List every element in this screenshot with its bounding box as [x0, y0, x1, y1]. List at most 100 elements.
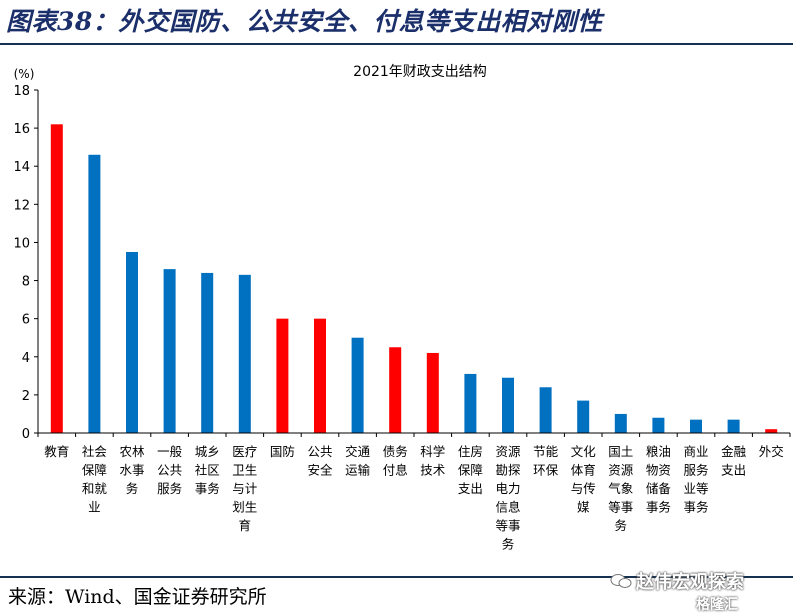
bar: [426, 352, 439, 433]
x-tick-label-line: 物资: [646, 463, 671, 478]
x-tick-label-line: 教育: [44, 444, 69, 459]
x-tick-label-line: 农林: [119, 444, 145, 459]
y-tick-label: 18: [13, 84, 30, 99]
x-tick-label-line: 体育: [571, 463, 596, 478]
watermark-sub: 格隆汇: [696, 597, 738, 613]
x-tick-label-line: 金融: [721, 444, 747, 459]
bar: [690, 419, 702, 433]
y-tick-label: 4: [22, 351, 30, 366]
bar: [238, 274, 251, 433]
x-tick-label-line: 外交: [759, 444, 784, 459]
bar: [464, 373, 477, 433]
x-tick-label-line: 卫生: [232, 463, 257, 478]
bar: [201, 272, 214, 433]
x-tick-label-line: 医疗: [232, 444, 257, 459]
x-tick-label-line: 育: [239, 518, 252, 533]
bar: [652, 417, 665, 433]
bar: [276, 318, 289, 433]
x-tick-label-line: 保障: [458, 463, 483, 478]
x-tick-label: 文化体育与传媒: [571, 444, 597, 515]
x-tick-label-line: 交通: [345, 444, 371, 459]
x-tick-label-line: 信息: [495, 500, 520, 515]
y-tick-label: 6: [22, 313, 30, 328]
x-tick-label-line: 一般: [157, 444, 183, 459]
x-tick-label-line: 商业: [683, 444, 708, 459]
bar: [502, 377, 514, 433]
x-tick-label-line: 水事: [119, 463, 144, 478]
x-tick-label: 一般公共服务: [157, 444, 183, 496]
x-tick-label-line: 安全: [307, 463, 333, 478]
x-tick-label: 交通运输: [345, 444, 371, 478]
x-tick-label-line: 事务: [683, 500, 708, 515]
x-tick-label: 金融支出: [721, 444, 747, 478]
bar-chart: 2021年财政支出结构 (%) 0 2 4 6 8 10 12 14 16 18 教育 社会保障和就…: [13, 64, 791, 552]
bar: [163, 269, 176, 433]
x-tick-label: 外交: [759, 444, 784, 459]
x-tick-label: 国防: [270, 444, 295, 459]
x-tick-label: 住房保障支出: [458, 444, 483, 496]
x-tick-label-line: 社区: [195, 463, 220, 478]
chart-title: 2021年财政支出结构: [353, 64, 487, 80]
x-tick-label-line: 电力: [495, 481, 520, 496]
x-tick-label-line: 与计: [232, 481, 257, 496]
x-tick-label: 商业服务业等事务: [683, 444, 708, 515]
source-note: 来源：Wind、国金证券研究所: [8, 586, 267, 608]
x-tick-label-line: 等事: [495, 518, 520, 533]
page-title: 图表38：外交国防、公共安全、付息等支出相对刚性: [6, 7, 603, 36]
x-tick-label-line: 公共: [307, 444, 332, 459]
bar: [389, 347, 402, 433]
x-tick-label-line: 事务: [646, 500, 671, 515]
x-tick-label: 科学技术: [420, 444, 446, 478]
y-axis: 0 2 4 6 8 10 12 14 16 18: [13, 84, 39, 442]
x-tick-label: 城乡社区事务: [195, 444, 220, 496]
x-tick-label-line: 与传: [571, 481, 596, 496]
x-tick-label-line: 付息: [383, 463, 408, 478]
x-tick-label-line: 划生: [232, 500, 257, 515]
x-tick-label-line: 服务: [683, 463, 708, 478]
x-tick-label-line: 公共: [157, 463, 182, 478]
x-tick-label: 农林水事务: [119, 444, 145, 496]
y-tick-label: 8: [22, 275, 30, 290]
x-tick-label-line: 务: [126, 481, 139, 496]
x-tick-label-line: 科学: [420, 444, 445, 459]
bar: [351, 337, 364, 433]
bar: [88, 154, 101, 433]
x-axis: [37, 432, 791, 437]
x-tick-label-line: 社会: [82, 444, 108, 459]
y-tick-label: 0: [22, 427, 30, 442]
bar: [314, 318, 326, 433]
x-tick-label-line: 运输: [345, 463, 371, 478]
bar: [126, 251, 138, 433]
x-tick-label-line: 媒: [577, 500, 590, 515]
x-tick-label-line: 节能: [533, 444, 559, 459]
x-tick-label: 债务付息: [383, 444, 408, 478]
x-tick-label-line: 保障: [82, 463, 107, 478]
bar: [50, 124, 63, 434]
x-tick-label-line: 技术: [420, 463, 446, 478]
x-tick-label-line: 务: [615, 518, 628, 533]
x-tick-label-line: 业等: [683, 481, 708, 496]
x-tick-label-line: 支出: [721, 463, 746, 478]
x-tick-label-line: 和就: [82, 481, 108, 496]
bar: [765, 429, 778, 433]
x-tick-label-line: 服务: [157, 481, 182, 496]
bar: [727, 419, 740, 433]
x-tick-label: 公共安全: [307, 444, 333, 478]
bars: [50, 124, 778, 434]
x-tick-label: 教育: [44, 444, 69, 459]
x-tick-label-line: 气象: [608, 481, 633, 496]
x-tick-label-line: 债务: [383, 444, 408, 459]
x-tick-label-line: 勘探: [495, 463, 521, 478]
x-tick-label-line: 储备: [646, 481, 672, 496]
bar: [577, 400, 590, 433]
x-tick-label-line: 事务: [195, 481, 220, 496]
x-tick-label: 国土资源气象等事务: [608, 444, 634, 533]
watermark-text: 赵伟宏观探索: [636, 572, 744, 593]
x-tick-label-line: 国防: [270, 444, 295, 459]
x-tick-label-line: 住房: [458, 444, 483, 459]
y-tick-label: 16: [13, 122, 30, 137]
x-tick-label: 粮油物资储备事务: [646, 444, 672, 515]
x-tick-label-line: 国土: [608, 444, 633, 459]
x-tick-label-line: 资源: [608, 463, 634, 478]
x-tick-label-line: 环保: [533, 463, 559, 478]
